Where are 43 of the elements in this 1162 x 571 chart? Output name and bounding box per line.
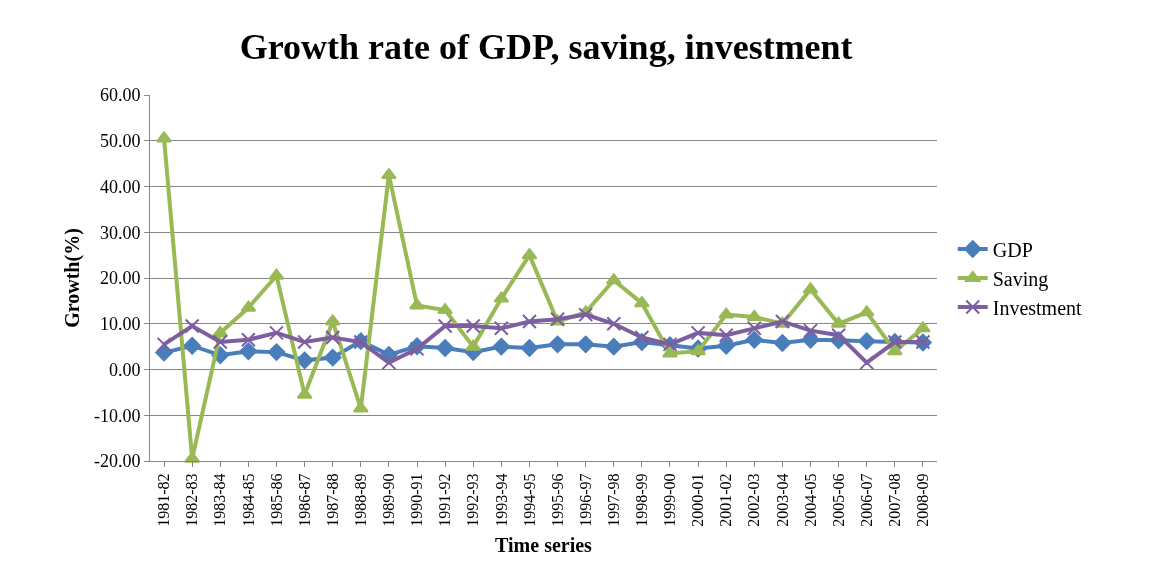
y-axis-title: Growth(%) xyxy=(61,228,85,328)
legend-label: Investment xyxy=(992,296,1083,319)
x-tick-label: 2002-03 xyxy=(745,473,763,527)
x-tick-label: 2004-05 xyxy=(801,473,819,527)
x-tick-label: 2008-09 xyxy=(914,473,932,527)
y-tick-label: 50.00 xyxy=(99,131,141,152)
x-tick-label: 1999-00 xyxy=(661,473,679,527)
y-tick-label: -10.00 xyxy=(93,405,141,426)
x-tick-label: 1984-85 xyxy=(239,473,257,527)
x-tick-label: 2001-02 xyxy=(717,473,735,527)
x-tick-label: 1993-94 xyxy=(492,473,510,527)
x-tick-label: 1989-90 xyxy=(380,473,398,527)
x-tick-label: 1995-96 xyxy=(548,473,566,527)
x-tick-label: 2000-01 xyxy=(689,473,707,527)
x-tick-label: 1986-87 xyxy=(295,473,313,527)
x-axis-title: Time series xyxy=(495,534,593,557)
y-tick-label: 10.00 xyxy=(99,314,141,335)
x-tick-label: 1990-91 xyxy=(408,473,426,527)
legend-label: GDP xyxy=(992,238,1033,261)
x-tick-label: 1983-84 xyxy=(211,473,229,527)
x-tick-label: 1987-88 xyxy=(323,473,341,527)
x-tick-label: 1988-89 xyxy=(352,473,369,527)
x-tick-label: 2003-04 xyxy=(773,473,791,527)
x-tick-label: 2007-08 xyxy=(886,473,904,527)
x-tick-label: 1994-95 xyxy=(520,473,538,527)
x-tick-label: 1981-82 xyxy=(155,473,173,527)
x-tick-label: 1985-86 xyxy=(267,473,285,527)
x-tick-label: 2006-07 xyxy=(857,473,875,527)
y-tick-label: 20.00 xyxy=(99,268,141,289)
legend-label: Saving xyxy=(992,267,1049,291)
y-tick-label: 0.00 xyxy=(108,359,141,380)
x-tick-label: 1996-97 xyxy=(576,473,594,527)
x-tick-label: 1991-92 xyxy=(436,473,454,527)
x-tick-label: 1992-93 xyxy=(464,473,482,527)
x-tick-label: 2005-06 xyxy=(829,473,847,527)
chart-title: Growth rate of GDP, saving, investment xyxy=(239,27,853,68)
y-tick-label: -20.00 xyxy=(93,451,141,472)
y-tick-label: 40.00 xyxy=(99,176,141,197)
x-tick-label: 1998-99 xyxy=(633,473,651,527)
x-tick-label: 1997-98 xyxy=(604,473,622,527)
y-tick-label: 60.00 xyxy=(99,85,141,106)
x-tick-label: 1982-83 xyxy=(183,473,201,527)
y-tick-label: 30.00 xyxy=(99,222,141,243)
